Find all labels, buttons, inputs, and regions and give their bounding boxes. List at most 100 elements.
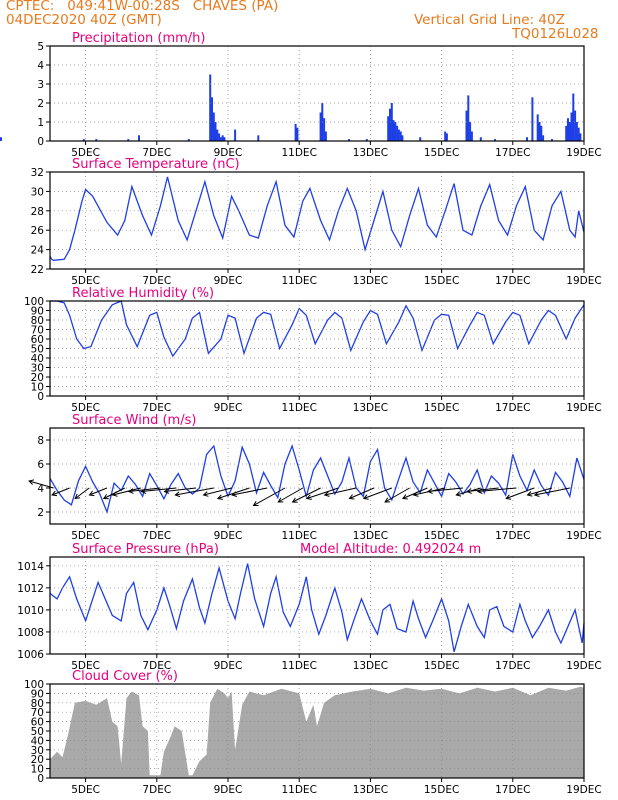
wind-arrow-shaft [363,487,392,499]
wind-arrow-head [163,488,170,494]
wind-arrow-head [140,488,147,494]
wind-arrow [174,487,214,498]
x-tick-label: 15DEC [424,784,459,796]
y-tick-label: 1008 [17,627,44,639]
precip-bar [257,135,260,141]
wind-arrow-shaft [203,487,232,496]
y-tick-label: 1010 [17,605,44,617]
precip-bar [465,110,468,141]
y-tick-label: 10 [31,764,44,776]
precip-bar [211,97,213,141]
wind-arrow-head [252,501,259,506]
precip-bar [577,127,580,141]
precip-bar [0,137,2,141]
wind-arrow-head [401,494,408,500]
x-tick-label: 15DEC [424,275,459,287]
precip-bar [470,131,473,141]
precip-bar [419,137,422,141]
precip-bar [551,139,553,141]
precip-bar [216,129,219,141]
wind-arrow-head [51,490,58,497]
y-tick-label: 20 [31,372,44,384]
precip-bar [221,135,224,141]
y-tick-label: 5 [37,41,44,53]
panel-frame [49,556,585,655]
y-tick-label: 50 [31,344,44,356]
x-tick-label: 15DEC [424,147,459,159]
wind-arrow-head [231,491,238,497]
precip-bar [392,120,395,141]
wind-arrow [74,487,90,500]
precip-bar [348,139,350,141]
precip-bar [294,123,297,141]
wind-arrow [426,487,464,494]
wind-arrow-head [526,491,533,497]
x-tick-label: 19DEC [566,275,601,287]
y-tick-label: 30 [31,363,44,375]
precip-bar [95,139,98,141]
x-tick-label: 11DEC [281,660,316,672]
precip-bar [214,122,217,141]
model-id: TQ0126L028 [512,26,599,42]
x-tick-label: 7DEC [142,275,171,287]
wind-arrow-shaft [278,487,304,503]
precip-bar [479,137,482,141]
wind-arrow [277,487,304,503]
x-tick-label: 13DEC [353,275,388,287]
precip-bar [565,125,568,141]
y-tick-label: 90 [31,688,44,700]
wind-arrow-head [277,497,284,503]
precip-bar [389,108,391,141]
x-tick-label: 9DEC [214,402,243,414]
wind-arrow-head [74,493,81,500]
panel-pres: 1006 1008 1010 1012 1014 5DEC 7DEC 9DEC 11DEC 13D… [17,542,601,672]
x-tick-label: 7DEC [142,530,171,542]
x-tick-label: 15DEC [424,402,459,414]
wind-arrow-head [88,490,95,497]
panel-title: Cloud Cover (%) [72,669,178,684]
wind-arrow-head [348,494,355,500]
precip-bar [223,137,226,141]
x-tick-label: 15DEC [424,660,459,672]
y-tick-label: 32 [31,167,44,179]
y-tick-label: 6 [37,459,44,471]
wind-arrow [466,487,499,494]
precip-bar [401,135,404,141]
precip-bar [540,125,543,141]
wind-arrow [291,487,321,503]
wind-arrow-head [216,494,223,500]
precip-bar [572,93,575,141]
wind-arrow [111,487,141,497]
y-tick-label: 8 [37,435,44,447]
wind-arrow [231,487,268,497]
y-tick-label: 24 [31,245,45,257]
precip-bar [567,118,569,141]
precip-bar [323,118,326,141]
wind-arrow [362,487,392,500]
precip-bar [526,137,528,141]
wind-arrow-head [202,491,209,497]
panel-title: Surface Wind (m/s) [72,413,196,428]
wind-arrow-shaft [306,487,339,499]
x-tick-label: 5DEC [71,660,100,672]
y-tick-label: 3 [37,79,44,91]
y-tick-label: 22 [31,264,44,276]
panel-title: Relative Humidity (%) [72,286,214,301]
wind-arrow-shaft [164,487,197,492]
precip-bar [397,129,400,141]
wind-arrow [140,487,177,494]
wind-arrow [163,487,197,494]
precip-bar [324,131,327,141]
wind-arrow-head [412,491,419,497]
wind-arrow-shaft [141,487,177,492]
wind-arrow-head [455,491,462,497]
y-tick-label: 30 [31,186,44,198]
x-tick-label: 17DEC [495,660,530,672]
x-tick-label: 9DEC [214,660,243,672]
wind-arrow [28,479,54,489]
station-coordinates: 049:41W-00:28S [67,0,180,14]
precip-bar [219,137,222,141]
x-tick-label: 19DEC [566,147,601,159]
y-tick-label: 40 [31,735,44,747]
